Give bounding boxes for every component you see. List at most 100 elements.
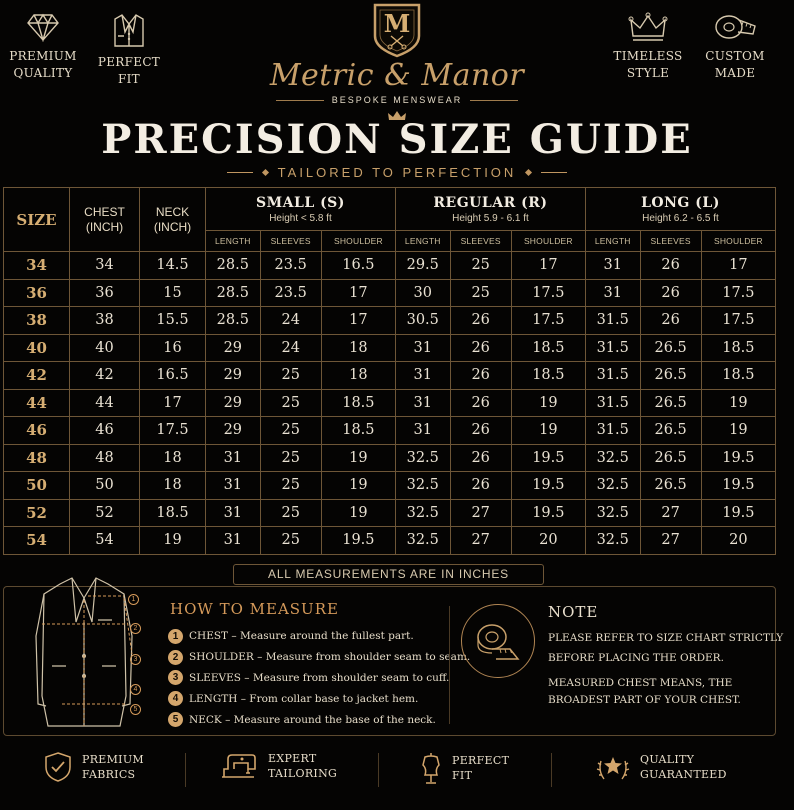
step-number: 4: [168, 691, 183, 707]
table-cell: 28.5: [205, 278, 261, 307]
table-cell: 18: [139, 443, 206, 472]
table-cell-size: 48: [3, 443, 70, 472]
group-name: LONG (L): [641, 194, 720, 211]
subheader-shoulder: SHOULDER: [510, 230, 586, 252]
crown-icon: [628, 12, 668, 41]
table-row: 40 40 16 29 24 18 31 26 18.5 31.5 26.5 18.5: [3, 333, 777, 362]
table-cell: 50: [69, 471, 140, 500]
table-cell: 54: [69, 526, 140, 555]
measure-steps: 1 CHEST – Measure around the fullest part…: [168, 626, 470, 730]
table-cell: 18.5: [700, 333, 777, 362]
footer-quality-guaranteed: QUALITY GUARANTEED: [596, 751, 727, 783]
table-cell: 40: [69, 333, 140, 362]
table-cell: 19: [320, 443, 396, 472]
table-cell: 19: [139, 526, 206, 555]
footer-divider: [185, 753, 186, 787]
step-number: 2: [168, 649, 183, 665]
table-cell: 27: [449, 526, 512, 555]
suit-jacket-icon: [114, 14, 144, 47]
measuring-tape-icon: [715, 15, 756, 39]
page-title: PRECISION SIZE GUIDE: [101, 116, 693, 163]
table-cell: 36: [69, 278, 140, 307]
table-cell: 19: [510, 416, 586, 445]
feature-perfect-fit: PERFECT FIT: [86, 12, 172, 88]
table-cell: 26: [449, 388, 512, 417]
table-cell: 18.5: [510, 361, 586, 390]
table-cell: 19: [320, 498, 396, 527]
table-cell: 26: [449, 361, 512, 390]
step-text: SLEEVES – Measure from shoulder seam to …: [189, 671, 450, 684]
shield-check-icon: [45, 752, 71, 782]
footer-label: PREMIUM FABRICS: [82, 753, 144, 781]
dress-form-icon: [422, 753, 440, 784]
page-subtitle: TAILORED TO PERFECTION: [277, 165, 517, 180]
subheader-length: LENGTH: [205, 230, 261, 252]
table-cell: 31: [205, 526, 261, 555]
table-cell: 32.5: [584, 526, 641, 555]
table-cell: 29: [205, 361, 261, 390]
laurel-star-icon: [596, 757, 630, 780]
note-title: NOTE: [548, 603, 599, 621]
how-to-measure-title: HOW TO MEASURE: [170, 600, 339, 618]
table-row: 36 36 15 28.5 23.5 17 30 25 17.5 31 26 17.5: [3, 278, 777, 307]
brand-tagline: BESPOKE MENSWEAR: [331, 95, 463, 105]
table-cell: 28.5: [205, 251, 261, 280]
table-cell: 24: [259, 306, 322, 335]
table-cell-size: 40: [3, 333, 70, 362]
table-cell: 29: [205, 388, 261, 417]
table-cell: 19: [700, 388, 777, 417]
measuring-tape-icon: [477, 624, 520, 660]
table-cell: 26: [449, 333, 512, 362]
table-cell: 31.5: [584, 306, 641, 335]
table-cell: 31: [394, 388, 451, 417]
table-cell: 27: [639, 526, 702, 555]
step-number: 1: [168, 628, 183, 644]
table-cell: 26.5: [639, 361, 702, 390]
table-cell: 31.5: [584, 361, 641, 390]
table-cell: 24: [259, 333, 322, 362]
table-cell: 19.5: [510, 471, 586, 500]
table-cell: 25: [449, 251, 512, 280]
table-cell-size: 50: [3, 471, 70, 500]
footer-perfect-fit: PERFECT FIT: [420, 751, 509, 785]
table-cell: 26.5: [639, 443, 702, 472]
measure-panel: [3, 586, 776, 736]
table-cell: 18: [139, 471, 206, 500]
table-cell: 17: [320, 278, 396, 307]
table-cell: 26.5: [639, 388, 702, 417]
table-cell: 25: [449, 278, 512, 307]
table-row: 42 42 16.5 29 25 18 31 26 18.5 31.5 26.5 18.5: [3, 361, 777, 390]
step-text: SHOULDER – Measure from shoulder seam to…: [189, 651, 471, 664]
table-cell: 34: [69, 251, 140, 280]
table-cell: 19.5: [510, 443, 586, 472]
group-height: Height 5.9 - 6.1 ft: [452, 212, 529, 224]
step-text: NECK – Measure around the base of the ne…: [189, 713, 436, 726]
table-row: 44 44 17 29 25 18.5 31 26 19 31.5 26.5 19: [3, 388, 777, 417]
table-cell: 25: [259, 498, 322, 527]
subtitle-row: TAILORED TO PERFECTION: [0, 165, 794, 180]
table-cell: 26.5: [639, 471, 702, 500]
feature-custom-made: CUSTOM MADE: [692, 12, 778, 82]
logo-letter: M: [384, 9, 411, 38]
table-cell: 17.5: [700, 306, 777, 335]
table-cell: 15.5: [139, 306, 206, 335]
table-cell: 17.5: [700, 278, 777, 307]
table-cell: 26: [449, 306, 512, 335]
table-cell-size: 54: [3, 526, 70, 555]
table-cell: 19: [700, 416, 777, 445]
table-cell: 42: [69, 361, 140, 390]
subheader-sleeves: SLEEVES: [259, 230, 322, 252]
table-cell: 19.5: [700, 498, 777, 527]
table-cell: 32.5: [394, 471, 451, 500]
table-cell: 26: [449, 416, 512, 445]
note-text-2: MEASURED CHEST MEANS, THE BROADEST PART …: [548, 677, 741, 706]
table-cell: 15: [139, 278, 206, 307]
table-cell: 32.5: [584, 443, 641, 472]
subheader-length: LENGTH: [394, 230, 451, 252]
table-cell: 25: [259, 443, 322, 472]
subheader-sleeves: SLEEVES: [639, 230, 702, 252]
step-text: LENGTH – From collar base to jacket hem.: [189, 692, 419, 705]
table-cell: 18: [320, 333, 396, 362]
footer-divider: [378, 753, 379, 787]
jacket-marker: 2: [130, 623, 141, 634]
